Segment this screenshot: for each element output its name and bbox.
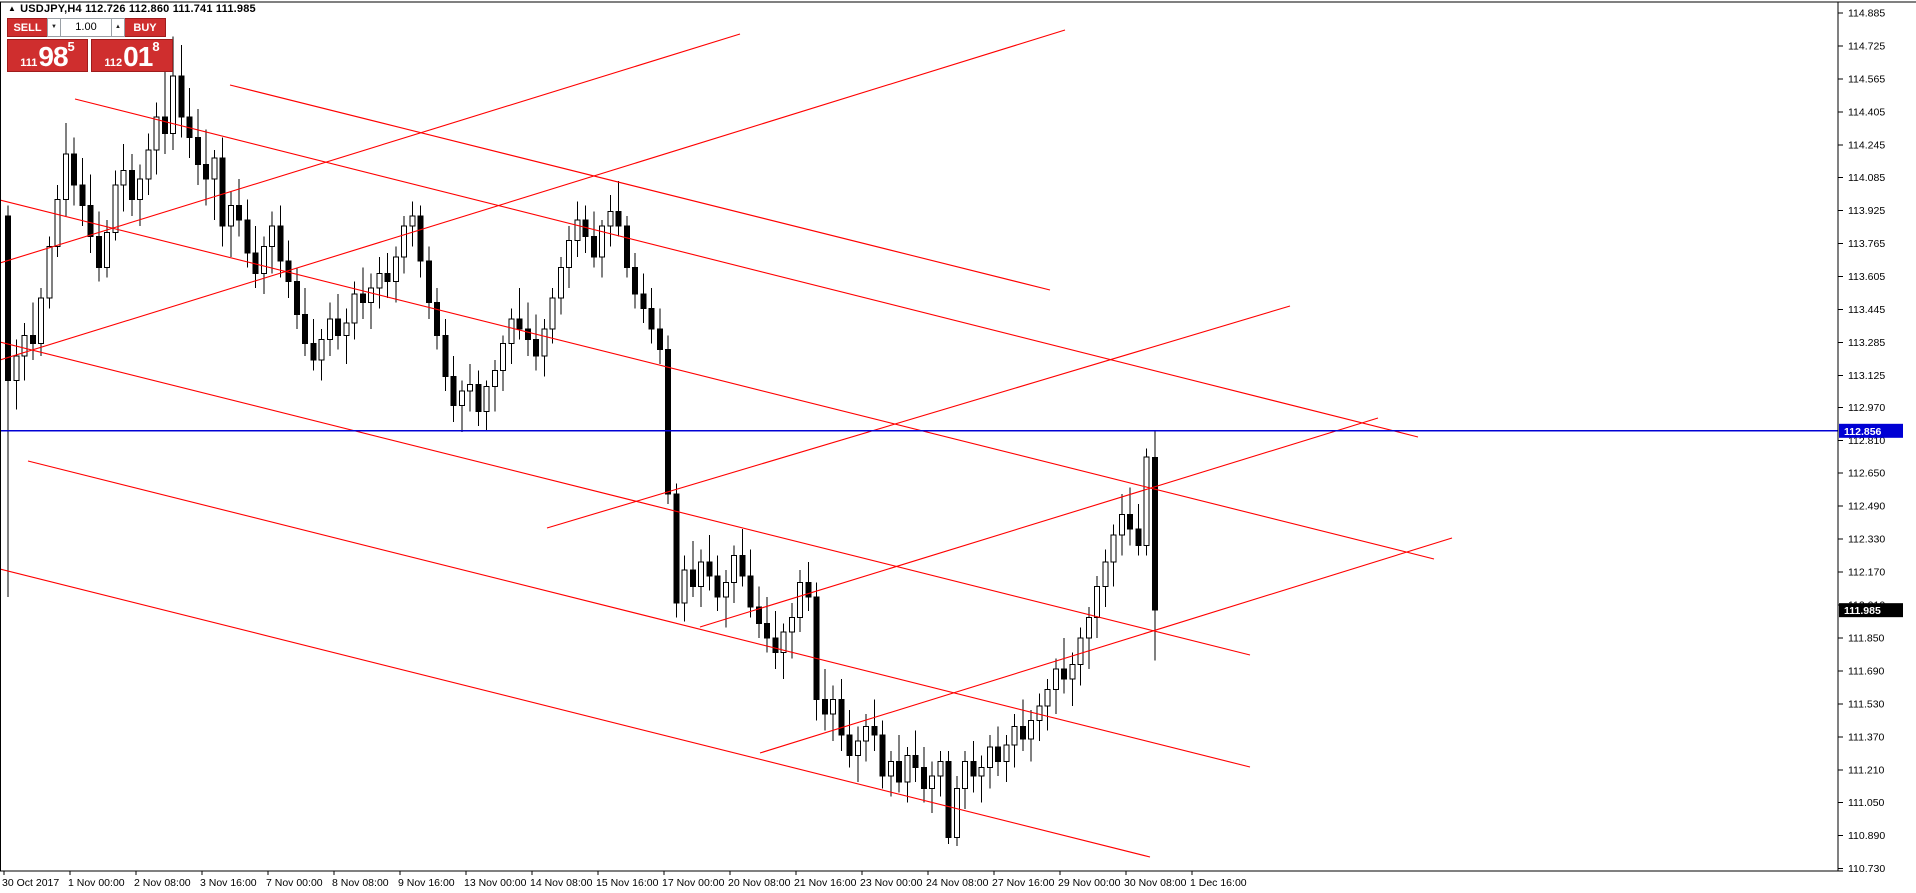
- svg-text:17 Nov 00:00: 17 Nov 00:00: [662, 877, 725, 889]
- svg-text:20 Nov 08:00: 20 Nov 08:00: [728, 877, 791, 889]
- svg-text:112.856: 112.856: [1844, 426, 1882, 438]
- svg-text:113.125: 113.125: [1848, 370, 1885, 382]
- svg-text:112.650: 112.650: [1848, 468, 1885, 480]
- svg-text:113.765: 113.765: [1848, 238, 1885, 250]
- svg-text:112.970: 112.970: [1848, 402, 1885, 414]
- svg-text:113.925: 113.925: [1848, 205, 1885, 217]
- sell-price-button[interactable]: 111 98 5: [7, 39, 88, 72]
- buy-price-button[interactable]: 112 01 8: [91, 39, 173, 72]
- svg-text:114.565: 114.565: [1848, 73, 1885, 85]
- svg-text:110.730: 110.730: [1848, 863, 1885, 875]
- sell-button[interactable]: SELL: [7, 18, 47, 37]
- svg-text:114.725: 114.725: [1848, 40, 1885, 52]
- hline-price-tag: 112.856: [1839, 423, 1903, 438]
- svg-text:8 Nov 08:00: 8 Nov 08:00: [332, 877, 389, 889]
- sell-price-pip: 5: [67, 39, 75, 54]
- svg-text:15 Nov 16:00: 15 Nov 16:00: [596, 877, 659, 889]
- svg-text:113.285: 113.285: [1848, 337, 1885, 349]
- candlesticks: [5, 36, 1158, 846]
- svg-text:112.330: 112.330: [1848, 534, 1885, 546]
- svg-text:3 Nov 16:00: 3 Nov 16:00: [200, 877, 257, 889]
- svg-text:111.050: 111.050: [1848, 797, 1885, 809]
- svg-text:111.850: 111.850: [1848, 632, 1885, 644]
- collapse-panel-icon[interactable]: ▲: [8, 4, 17, 13]
- svg-text:111.210: 111.210: [1848, 764, 1885, 776]
- svg-text:110.890: 110.890: [1848, 830, 1885, 842]
- svg-text:113.445: 113.445: [1848, 304, 1885, 316]
- svg-text:112.170: 112.170: [1848, 567, 1885, 579]
- svg-text:27 Nov 16:00: 27 Nov 16:00: [992, 877, 1055, 889]
- symbol-ohlc-header: ▲ USDJPY,H4 112.726 112.860 111.741 111.9…: [8, 3, 256, 15]
- svg-text:14 Nov 08:00: 14 Nov 08:00: [530, 877, 593, 889]
- buy-price-main: 01: [123, 41, 153, 72]
- svg-text:29 Nov 00:00: 29 Nov 00:00: [1058, 877, 1121, 889]
- svg-text:113.605: 113.605: [1848, 271, 1885, 283]
- svg-text:111.690: 111.690: [1848, 665, 1885, 677]
- svg-text:114.245: 114.245: [1848, 139, 1885, 151]
- svg-text:111.530: 111.530: [1848, 698, 1885, 710]
- svg-text:24 Nov 08:00: 24 Nov 08:00: [926, 877, 989, 889]
- svg-text:111.370: 111.370: [1848, 731, 1885, 743]
- red-trendlines[interactable]: [0, 29, 1453, 858]
- sell-price-main: 98: [38, 41, 68, 72]
- symbol-ohlc-text: USDJPY,H4 112.726 112.860 111.741 111.98…: [20, 3, 256, 15]
- svg-text:23 Nov 00:00: 23 Nov 00:00: [860, 877, 923, 889]
- svg-text:13 Nov 00:00: 13 Nov 00:00: [464, 877, 527, 889]
- svg-text:114.405: 114.405: [1848, 106, 1885, 118]
- svg-text:7 Nov 00:00: 7 Nov 00:00: [266, 877, 323, 889]
- chart-border: [0, 1, 1916, 872]
- buy-price-pip: 8: [152, 39, 160, 54]
- svg-text:1 Dec 16:00: 1 Dec 16:00: [1190, 877, 1247, 889]
- one-click-trading-panel: SELL ▼ 1.00 ▲ BUY 111 98 5 112 01 8: [7, 18, 173, 72]
- volume-increase-button[interactable]: ▲: [111, 18, 125, 37]
- svg-text:2 Nov 08:00: 2 Nov 08:00: [134, 877, 191, 889]
- svg-text:1 Nov 00:00: 1 Nov 00:00: [68, 877, 125, 889]
- volume-input[interactable]: 1.00: [61, 18, 111, 37]
- svg-text:30 Oct 2017: 30 Oct 2017: [2, 877, 59, 889]
- svg-text:114.085: 114.085: [1848, 172, 1885, 184]
- svg-text:112.490: 112.490: [1848, 501, 1885, 513]
- svg-text:111.985: 111.985: [1844, 605, 1881, 617]
- volume-decrease-button[interactable]: ▼: [47, 18, 61, 37]
- bid-price-tag: 111.985: [1839, 603, 1903, 618]
- price-tags: 112.856 111.985: [1839, 423, 1903, 618]
- sell-price-handle: 111: [20, 57, 38, 69]
- svg-text:9 Nov 16:00: 9 Nov 16:00: [398, 877, 455, 889]
- svg-text:21 Nov 16:00: 21 Nov 16:00: [794, 877, 857, 889]
- buy-button[interactable]: BUY: [125, 18, 166, 37]
- svg-text:114.885: 114.885: [1848, 8, 1885, 20]
- buy-price-handle: 112: [104, 57, 123, 69]
- time-scale[interactable]: 30 Oct 2017 1 Nov 00:00 2 Nov 08:00 3 Nov 1…: [2, 871, 1247, 889]
- price-scale[interactable]: 114.885 114.725 114.565 114.405 114.245 114.0…: [1838, 8, 1885, 876]
- svg-text:30 Nov 08:00: 30 Nov 08:00: [1124, 877, 1187, 889]
